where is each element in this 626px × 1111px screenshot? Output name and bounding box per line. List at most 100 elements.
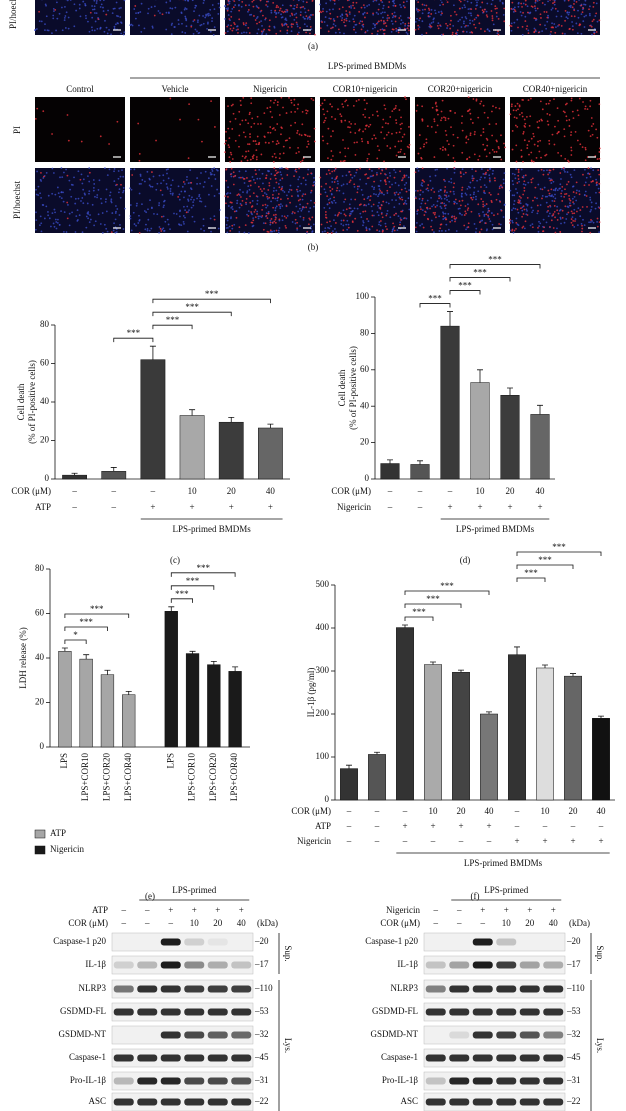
nucleus [224, 216, 227, 219]
pi-cell [313, 201, 316, 204]
pi-cell [583, 184, 586, 187]
nucleus [341, 17, 344, 19]
nucleus [576, 189, 578, 192]
nucleus [394, 193, 397, 196]
pi-cell [403, 6, 406, 9]
nucleus [348, 20, 351, 23]
blot-band [160, 1054, 181, 1062]
nucleus [227, 24, 230, 27]
nucleus [76, 209, 79, 212]
pi-cell [360, 28, 363, 31]
pi-cell [380, 191, 383, 194]
x-tick-label: LPS+COR20 [208, 753, 218, 802]
nucleus [407, 197, 410, 200]
nucleus [144, 180, 146, 183]
nucleus [513, 194, 516, 197]
pi-cell [266, 107, 269, 109]
nucleus [184, 15, 187, 18]
pi-cell [427, 7, 430, 10]
pi-cell [248, 32, 251, 34]
pi-cell [241, 155, 244, 158]
nucleus [184, 0, 187, 2]
pi-cell [329, 12, 332, 15]
nucleus [107, 9, 109, 12]
nucleus [275, 189, 278, 192]
pi-cell [380, 204, 383, 207]
blot-band [449, 1077, 470, 1085]
nucleus [362, 25, 365, 28]
nucleus [438, 194, 441, 197]
pi-cell [442, 215, 445, 218]
pi-cell [417, 209, 419, 211]
pi-cell [263, 28, 266, 31]
nucleus [519, 202, 522, 205]
nucleus [393, 169, 396, 171]
nucleus [428, 23, 431, 26]
nucleus [210, 185, 213, 187]
pi-cell [484, 222, 487, 225]
nucleus [536, 212, 539, 215]
nucleus [471, 19, 474, 22]
pi-cell [393, 192, 396, 194]
pi-cell [266, 217, 269, 220]
pi-cell [250, 126, 253, 128]
pi-cell [345, 13, 348, 16]
nucleus [598, 231, 601, 234]
pi-cell [478, 155, 481, 158]
pi-cell [293, 98, 296, 101]
error-bar [402, 624, 408, 628]
pi-cell [376, 157, 379, 160]
pi-cell [482, 128, 485, 130]
pi-cell [251, 0, 254, 3]
nucleus [167, 11, 170, 14]
nucleus [109, 191, 112, 194]
nucleus [522, 2, 525, 5]
pi-cell [358, 22, 361, 25]
pi-cell [549, 169, 552, 172]
nucleus [566, 205, 569, 208]
blot-band [496, 1031, 517, 1039]
condition-value: – [71, 502, 77, 512]
pi-cell [453, 167, 456, 169]
nucleus [571, 185, 574, 188]
pi-cell [433, 191, 436, 193]
nucleus [573, 226, 576, 228]
nucleus [141, 179, 144, 181]
nucleus [274, 197, 277, 200]
nucleus [39, 215, 42, 218]
nucleus [534, 1, 537, 4]
pi-cell [289, 201, 291, 204]
pi-cell [327, 157, 329, 160]
pi-cell [546, 16, 549, 19]
nucleus [177, 19, 180, 21]
significance-bracket [113, 337, 154, 343]
pi-cell [379, 206, 382, 209]
nucleus [171, 179, 174, 182]
nucleus [161, 228, 164, 231]
pi-cell [278, 157, 281, 160]
nucleus [595, 202, 598, 205]
pi-cell [307, 140, 309, 143]
pi-cell [548, 142, 551, 145]
pi-cell [526, 147, 529, 149]
blot-band [113, 1098, 134, 1106]
pi-cell [255, 156, 258, 158]
kda-label: –45 [254, 1052, 269, 1062]
pi-cell [511, 130, 514, 132]
bar [530, 414, 550, 480]
pi-cell [434, 131, 437, 134]
pi-cell [266, 0, 268, 3]
pi-cell [241, 199, 244, 202]
pi-cell [265, 174, 268, 177]
nucleus [299, 215, 302, 218]
pi-cell [369, 199, 371, 202]
condition-value: + [527, 905, 532, 915]
nucleus [389, 216, 392, 219]
nucleus [433, 231, 435, 234]
nucleus [255, 5, 258, 7]
nucleus [190, 206, 193, 209]
pi-cell [535, 17, 537, 20]
condition-value: – [144, 918, 150, 928]
nucleus [593, 27, 596, 30]
condition-value: – [374, 836, 380, 846]
